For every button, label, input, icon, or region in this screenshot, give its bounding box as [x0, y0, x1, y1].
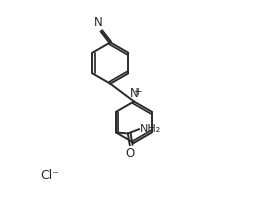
Text: O: O [125, 147, 134, 160]
Text: N: N [129, 87, 138, 100]
Text: Cl⁻: Cl⁻ [40, 169, 59, 182]
Text: +: + [134, 87, 142, 97]
Text: NH₂: NH₂ [140, 124, 161, 134]
Text: N: N [94, 16, 103, 29]
